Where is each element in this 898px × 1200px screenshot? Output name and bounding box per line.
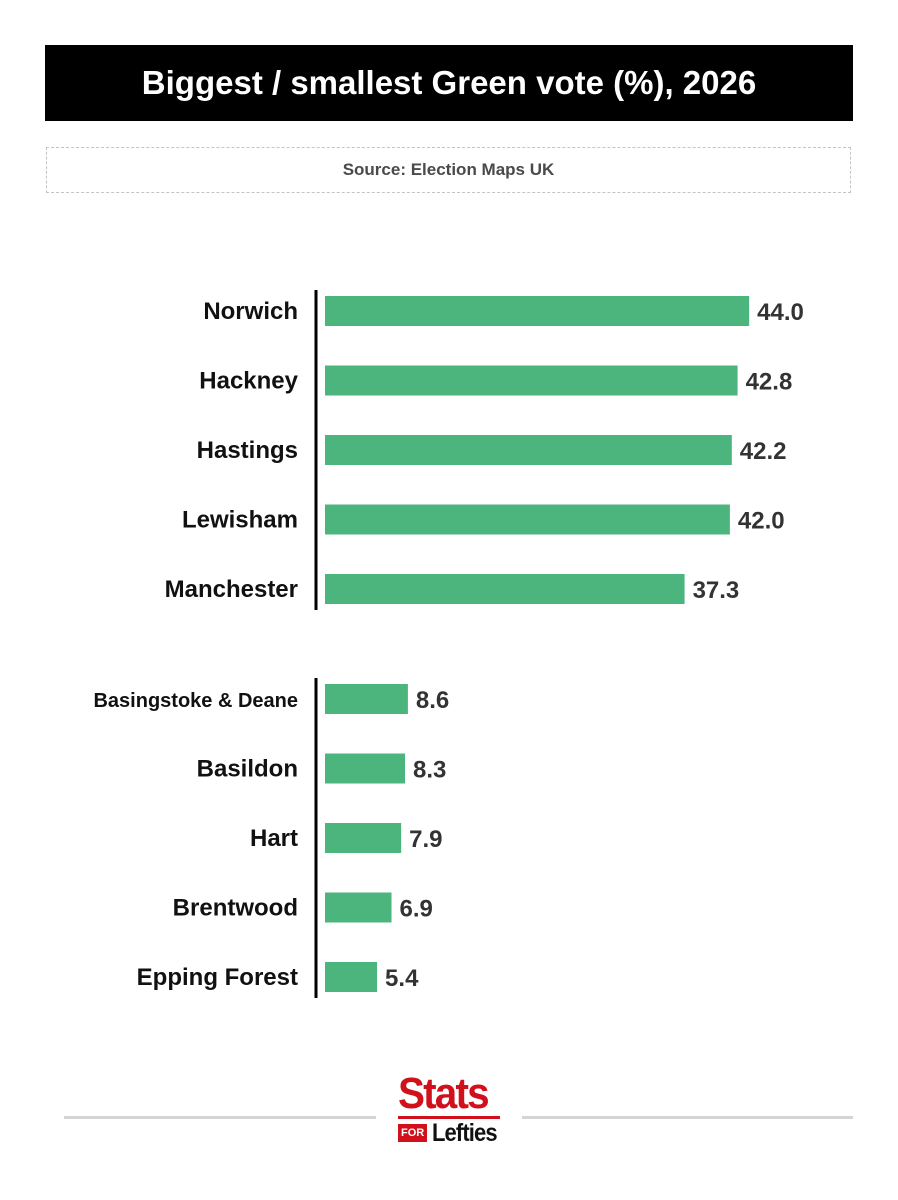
value-label: 42.8	[746, 369, 793, 396]
category-label: Brentwood	[173, 895, 298, 922]
bar	[325, 823, 402, 853]
value-label: 7.9	[409, 826, 442, 853]
category-label: Hackney	[199, 368, 298, 395]
logo-for-badge: FOR	[398, 1124, 428, 1142]
bar	[325, 435, 732, 465]
category-label: Basildon	[197, 756, 298, 783]
category-label: Basingstoke & Deane	[93, 690, 298, 712]
footer-divider-left	[64, 1116, 376, 1119]
category-label: Norwich	[203, 298, 298, 325]
logo-stats-text: Stats	[398, 1069, 490, 1118]
value-label: 5.4	[385, 965, 419, 992]
source-note: Source: Election Maps UK	[46, 147, 851, 193]
footer-divider-right	[522, 1116, 853, 1119]
bar	[325, 574, 685, 604]
bar	[325, 365, 738, 396]
value-label: 37.3	[693, 577, 740, 604]
bar	[325, 892, 392, 923]
bar	[325, 504, 730, 535]
bar-chart: Norwich 44.0 Hackney 42.8 Hastings 42.2 Lewish…	[93, 290, 804, 998]
category-label: Hart	[250, 825, 298, 852]
stats-for-lefties-logo: Stats FOR Lefties	[396, 1072, 502, 1152]
value-label: 42.0	[738, 508, 785, 535]
bar	[325, 753, 406, 784]
category-label: Lewisham	[182, 507, 298, 534]
value-label: 42.2	[740, 438, 787, 465]
bar	[325, 296, 750, 326]
chart-title: Biggest / smallest Green vote (%), 2026	[45, 45, 853, 121]
category-label: Manchester	[165, 576, 298, 603]
value-label: 8.3	[413, 757, 446, 784]
category-label: Hastings	[197, 437, 298, 464]
bar	[325, 962, 378, 992]
logo-rule	[398, 1116, 500, 1119]
logo-lefties-text: Lefties	[432, 1119, 498, 1147]
value-label: 8.6	[416, 687, 449, 714]
value-label: 44.0	[757, 299, 804, 326]
bar	[325, 684, 408, 714]
value-label: 6.9	[400, 896, 433, 923]
category-label: Epping Forest	[137, 964, 298, 991]
